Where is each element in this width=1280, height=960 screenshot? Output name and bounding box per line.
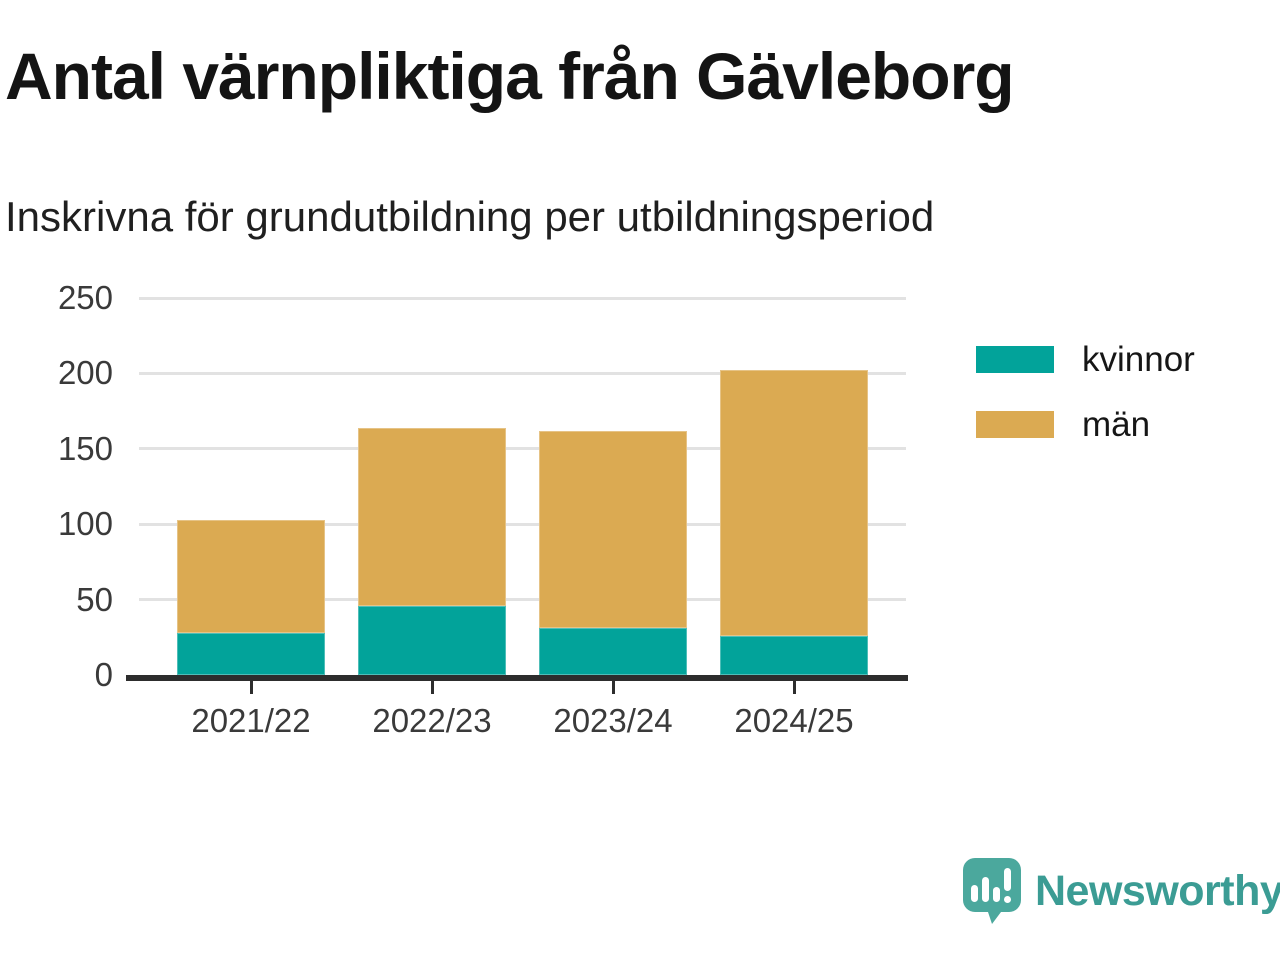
y-axis-label-50: 50: [76, 580, 113, 618]
y-axis-label-0: 0: [94, 656, 113, 693]
bar-2021/22-kvinnor: [177, 632, 325, 675]
newsworthy-logo-text: Newsworthy: [1035, 866, 1280, 915]
legend-swatch-män: [976, 411, 1054, 438]
y-axis-label-250: 250: [57, 279, 113, 316]
chart-legend: kvinnor män: [976, 342, 1195, 472]
x-tick-2024/25: [792, 675, 796, 694]
legend-label-kvinnor: kvinnor: [1082, 340, 1195, 379]
y-gridline-200: [139, 371, 906, 375]
x-axis-label-2023/24: 2023/24: [553, 702, 673, 739]
bar-2024/25-män: [720, 370, 868, 636]
bar-2021/22-män: [177, 519, 325, 633]
newsworthy-logo-icon: [963, 858, 1021, 924]
x-axis-line: [126, 675, 908, 681]
y-gridline-100: [139, 522, 906, 526]
bar-2022/23-kvinnor: [358, 605, 506, 675]
legend-swatch-kvinnor: [976, 346, 1054, 373]
x-tick-2023/24: [611, 675, 615, 694]
bar-2023/24-män: [539, 430, 687, 629]
bar-2022/23-män: [358, 427, 506, 606]
x-axis-label-2022/23: 2022/23: [372, 702, 492, 739]
bar-2024/25-kvinnor: [720, 635, 868, 675]
y-axis-label-100: 100: [57, 505, 113, 543]
legend-label-män: män: [1082, 405, 1151, 444]
y-axis-label-200: 200: [57, 354, 113, 392]
x-tick-2022/23: [430, 675, 434, 694]
y-gridline-50: [139, 598, 906, 602]
chart-subtitle: Inskrivna för grundutbildning per utbild…: [5, 193, 935, 240]
y-axis-label-150: 150: [57, 429, 113, 467]
bar-2023/24-kvinnor: [539, 628, 687, 675]
x-axis-label-2021/22: 2021/22: [191, 702, 311, 739]
y-gridline-150: [139, 447, 906, 451]
x-axis-label-2024/25: 2024/25: [734, 702, 854, 739]
x-tick-2021/22: [249, 675, 253, 694]
newsworthy-branding: Newsworthy: [959, 856, 1280, 926]
legend-item-kvinnor: kvinnor: [976, 342, 1195, 377]
chart-title: Antal värnpliktiga från Gävleborg: [5, 39, 1015, 113]
legend-item-män: män: [976, 407, 1195, 442]
y-gridline-250: [139, 296, 906, 300]
